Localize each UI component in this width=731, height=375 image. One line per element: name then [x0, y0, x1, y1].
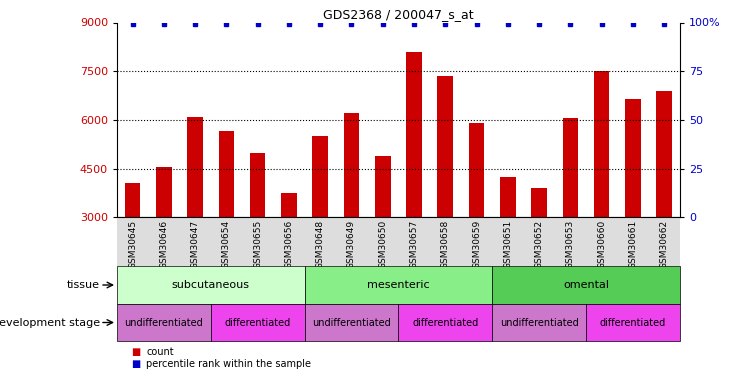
Text: ■: ■ — [132, 359, 141, 369]
Text: GSM30647: GSM30647 — [191, 220, 200, 269]
Text: development stage: development stage — [0, 318, 100, 327]
Bar — [375, 156, 390, 218]
Bar — [125, 183, 140, 218]
Text: GSM30660: GSM30660 — [597, 220, 606, 269]
Text: GSM30652: GSM30652 — [534, 220, 544, 269]
Bar — [563, 118, 578, 218]
Text: GSM30658: GSM30658 — [441, 220, 450, 269]
Title: GDS2368 / 200047_s_at: GDS2368 / 200047_s_at — [323, 8, 474, 21]
Text: GSM30653: GSM30653 — [566, 220, 575, 269]
Bar — [625, 99, 641, 218]
Bar — [281, 193, 297, 217]
Bar — [250, 153, 265, 218]
Bar — [492, 304, 586, 341]
Text: differentiated: differentiated — [600, 318, 666, 327]
Bar — [500, 177, 515, 218]
Text: undifferentiated: undifferentiated — [312, 318, 391, 327]
Text: GSM30646: GSM30646 — [159, 220, 168, 269]
Bar — [305, 266, 492, 304]
Bar — [469, 123, 485, 218]
Text: count: count — [146, 347, 174, 357]
Text: GSM30648: GSM30648 — [316, 220, 325, 269]
Text: GSM30650: GSM30650 — [378, 220, 387, 269]
Text: GSM30651: GSM30651 — [504, 220, 512, 269]
Text: differentiated: differentiated — [412, 318, 478, 327]
Text: GSM30656: GSM30656 — [284, 220, 293, 269]
Text: percentile rank within the sample: percentile rank within the sample — [146, 359, 311, 369]
Text: GSM30657: GSM30657 — [409, 220, 419, 269]
Text: GSM30649: GSM30649 — [347, 220, 356, 269]
Text: GSM30654: GSM30654 — [222, 220, 231, 269]
Bar — [117, 266, 305, 304]
Text: omental: omental — [563, 280, 609, 290]
Bar — [594, 71, 610, 217]
Bar — [117, 304, 211, 341]
Bar — [219, 131, 234, 218]
Bar — [156, 167, 172, 217]
Text: mesenteric: mesenteric — [367, 280, 430, 290]
Bar — [305, 304, 398, 341]
Bar — [492, 266, 680, 304]
Bar — [437, 76, 453, 217]
Text: undifferentiated: undifferentiated — [500, 318, 578, 327]
Text: subcutaneous: subcutaneous — [172, 280, 250, 290]
Text: ■: ■ — [132, 347, 141, 357]
Bar — [406, 52, 422, 217]
Bar — [656, 91, 672, 218]
Text: differentiated: differentiated — [224, 318, 291, 327]
Bar — [211, 304, 305, 341]
Text: undifferentiated: undifferentiated — [124, 318, 203, 327]
Text: GSM30645: GSM30645 — [128, 220, 137, 269]
Text: GSM30659: GSM30659 — [472, 220, 481, 269]
Text: GSM30662: GSM30662 — [659, 220, 669, 269]
Text: GSM30661: GSM30661 — [629, 220, 637, 269]
Text: tissue: tissue — [67, 280, 100, 290]
Bar — [187, 117, 203, 218]
Bar — [531, 188, 547, 218]
Bar — [586, 304, 680, 341]
Bar — [312, 136, 328, 218]
Bar — [398, 304, 492, 341]
Bar — [344, 114, 360, 218]
Text: GSM30655: GSM30655 — [253, 220, 262, 269]
